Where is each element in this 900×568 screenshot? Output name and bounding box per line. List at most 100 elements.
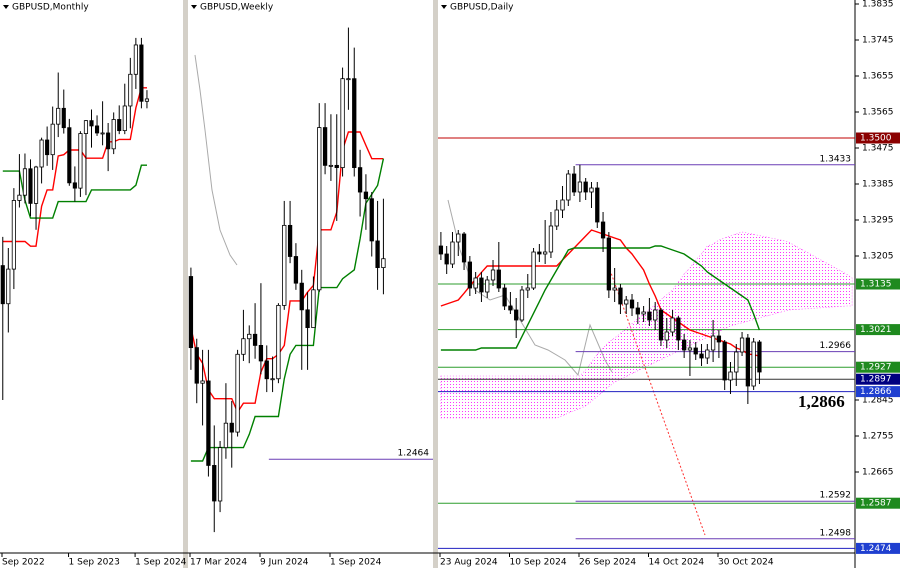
candle-body: [705, 349, 710, 359]
x-tick-label: Sep 2022: [2, 558, 45, 568]
candle-body: [485, 279, 490, 293]
candle-body: [111, 119, 116, 150]
candle-body: [144, 98, 150, 102]
candle-body: [106, 132, 111, 150]
y-tick-label: 1.3385: [862, 180, 894, 190]
y-tick-label: 1.3745: [862, 36, 894, 46]
level-label: 1.3433: [820, 154, 852, 164]
x-tick-label: 10 Sep 2024: [510, 558, 567, 568]
level-value: 1.2587: [860, 499, 892, 509]
chart-title: GBPUSD,Daily: [450, 3, 514, 13]
candle-body: [629, 299, 635, 309]
candle-body: [508, 305, 513, 311]
level-label: 1.2592: [820, 491, 852, 501]
candle-body: [606, 237, 611, 291]
candle-body: [381, 258, 386, 269]
candle-body: [264, 360, 269, 380]
level-value: 1.2897: [860, 375, 892, 385]
candle-body: [334, 164, 339, 168]
x-tick-label: 1 Sep 2024: [330, 558, 382, 568]
y-tick-label: 1.3835: [862, 0, 894, 10]
candle-body: [450, 241, 455, 265]
candle-body: [357, 167, 363, 193]
candle-body: [560, 199, 565, 211]
candle-body: [537, 251, 542, 255]
candle-body: [467, 261, 472, 289]
panel: [188, 27, 433, 533]
candle-body: [322, 127, 328, 166]
title-marker: [191, 5, 197, 9]
candle-body: [194, 347, 199, 384]
candle-body: [28, 168, 33, 204]
candle-body: [571, 173, 577, 193]
candle-body: [94, 125, 100, 134]
candle-body: [583, 181, 588, 193]
indicator-line: [190, 131, 384, 414]
candle-body: [206, 380, 211, 466]
candle-body: [346, 78, 351, 81]
annotation: 1,2866: [798, 392, 845, 411]
candle-body: [287, 224, 293, 257]
candle-body: [502, 287, 507, 307]
candle-body: [670, 317, 675, 333]
candle-body: [490, 269, 496, 281]
y-tick-label: 1.3295: [862, 216, 894, 226]
candle-body: [653, 309, 658, 321]
indicator-line: [440, 245, 761, 351]
candle-body: [757, 341, 762, 373]
y-tick-label: 1.2755: [862, 432, 894, 442]
candle-body: [566, 173, 571, 201]
candle-body: [710, 335, 716, 351]
candle-body: [687, 347, 693, 351]
candle-body: [311, 289, 316, 329]
panel: [0, 37, 150, 400]
candle-body: [728, 371, 733, 381]
candle-body: [479, 277, 484, 293]
candle-body: [438, 245, 444, 255]
level-label: 1.2966: [820, 341, 852, 351]
candle-body: [352, 78, 357, 168]
level-value: 1.2866: [860, 387, 892, 397]
level-box: [856, 542, 900, 554]
candle-body: [716, 335, 722, 343]
chart-title: GBPUSD,Weekly: [200, 3, 274, 13]
level-box: [856, 386, 900, 398]
level-box: [856, 373, 900, 385]
candle-body: [444, 253, 449, 265]
candle-body: [531, 251, 536, 289]
candle-body: [0, 265, 5, 305]
candle-body: [664, 331, 669, 341]
candle-body: [241, 338, 246, 355]
candle-body: [612, 287, 617, 291]
candle-body: [223, 422, 229, 449]
candle-body: [67, 127, 72, 184]
candle-body: [133, 44, 138, 75]
title-marker: [3, 5, 9, 9]
candle-body: [188, 276, 194, 349]
candle-body: [217, 447, 223, 502]
chart-title: GBPUSD,Monthly: [12, 3, 89, 13]
candle-body: [56, 107, 61, 125]
x-tick-label: 14 Oct 2024: [649, 558, 705, 568]
cloud: [440, 231, 853, 419]
x-tick-label: 26 Sep 2024: [579, 558, 636, 568]
candle-body: [699, 353, 704, 359]
candle-body: [212, 465, 217, 502]
x-tick-label: 1 Sep 2023: [69, 558, 120, 568]
candle-body: [722, 341, 727, 381]
candle-body: [600, 221, 606, 239]
candle-body: [496, 269, 501, 289]
x-tick-label: 17 Mar 2024: [190, 558, 247, 568]
candle-body: [369, 198, 374, 242]
candle-body: [305, 309, 310, 329]
candle-body: [745, 337, 750, 387]
candle-body: [11, 200, 16, 270]
candle-body: [554, 209, 559, 227]
projection-line: [609, 269, 706, 536]
candle-body: [473, 277, 478, 289]
indicator-line: [2, 87, 147, 247]
candle-body: [548, 225, 554, 253]
candle-body: [519, 289, 525, 321]
candle-body: [734, 351, 739, 373]
y-tick-label: 1.2665: [862, 468, 894, 478]
